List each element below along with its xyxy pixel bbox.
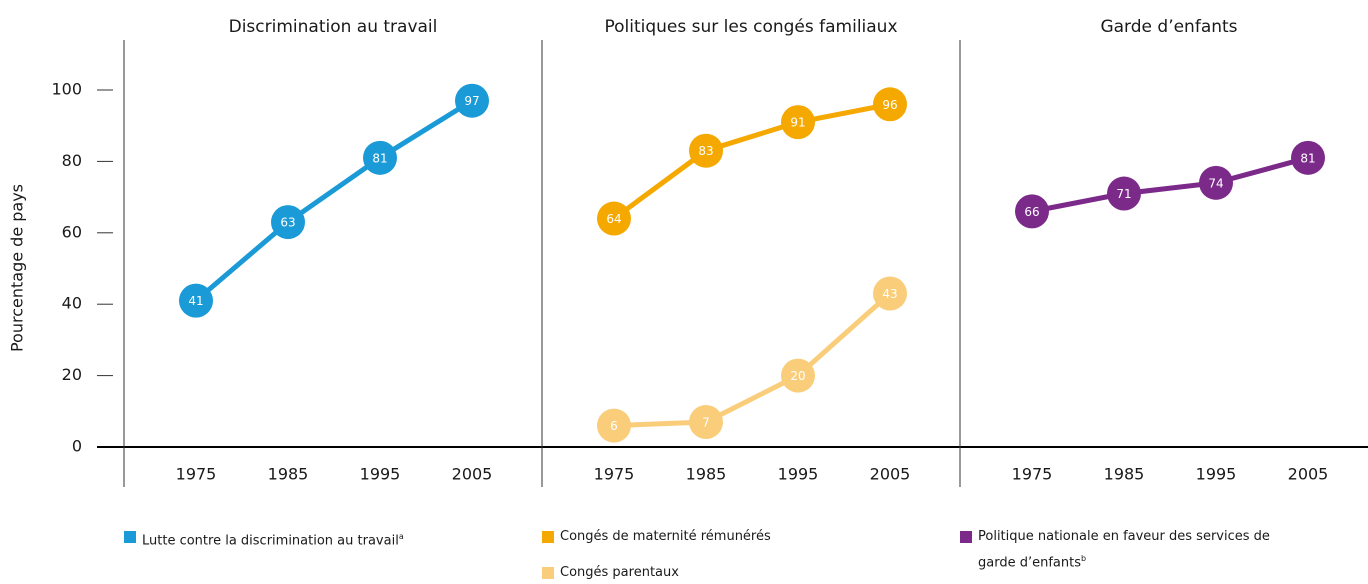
legend-text: Politique nationale en faveur des servic…: [978, 526, 1278, 574]
value-label: 6: [610, 419, 618, 433]
point: [597, 408, 631, 443]
value-label: 63: [280, 216, 295, 230]
x-tick-label: 1995: [778, 465, 819, 484]
legend-footnote: b: [1081, 554, 1087, 563]
x-tick-label: 2005: [452, 465, 493, 484]
value-label: 20: [790, 369, 805, 383]
panel-title: Politiques sur les congés familiaux: [604, 17, 897, 37]
y-axis-label: Pourcentage de pays: [8, 184, 27, 352]
x-tick-label: 1995: [1196, 465, 1237, 484]
value-label: 91: [790, 116, 805, 130]
legend: Politique nationale en faveur des servic…: [960, 526, 1278, 584]
point: [873, 276, 907, 311]
legend-swatch: [124, 531, 136, 543]
value-label: 66: [1024, 205, 1039, 219]
y-tick-label: 80: [62, 151, 82, 170]
x-tick-label: 2005: [870, 465, 911, 484]
point: [597, 201, 631, 236]
legend: Congés de maternité rémunérés Congés pare…: [542, 526, 771, 584]
legend-label: Congés parentaux: [560, 565, 679, 580]
legend-item: Lutte contre la discrimination au travai…: [124, 526, 404, 552]
point: [781, 358, 815, 393]
x-tick-label: 1975: [594, 465, 635, 484]
value-label: 43: [882, 287, 897, 301]
point: [1015, 194, 1049, 229]
value-label: 81: [1300, 151, 1315, 165]
value-label: 74: [1208, 176, 1223, 190]
value-label: 83: [698, 144, 713, 158]
point: [689, 133, 723, 168]
y-tick-label: 20: [62, 365, 82, 384]
x-tick-label: 1975: [176, 465, 217, 484]
point: [689, 405, 723, 440]
panel-title: Garde d’enfants: [1100, 17, 1237, 37]
legend-swatch: [542, 531, 554, 543]
value-label: 97: [464, 94, 479, 108]
point: [271, 205, 305, 240]
y-tick-label: 60: [62, 222, 82, 241]
point: [1291, 140, 1325, 175]
y-tick-label: 100: [51, 80, 82, 99]
series-line: [612, 101, 891, 221]
value-label: 96: [882, 98, 897, 112]
legend-swatch: [960, 531, 972, 543]
x-tick-label: 1985: [1104, 465, 1145, 484]
x-tick-label: 1985: [686, 465, 727, 484]
value-label: 71: [1116, 187, 1131, 201]
legend-item: Congés parentaux: [542, 562, 771, 584]
legend-label: Congés de maternité rémunérés: [560, 529, 771, 544]
legend-label: Lutte contre la discrimination au travai…: [142, 533, 399, 549]
x-tick-label: 1985: [268, 465, 309, 484]
series-line: [1031, 155, 1309, 214]
legend-swatch: [542, 567, 554, 579]
point: [873, 87, 907, 122]
point: [781, 105, 815, 140]
legend-footnote: a: [398, 532, 404, 541]
legend-item: Politique nationale en faveur des servic…: [960, 526, 1278, 574]
point: [179, 283, 213, 318]
legend-item: Congés de maternité rémunérés: [542, 526, 771, 548]
legend-text: Congés de maternité rémunérés: [560, 526, 771, 548]
value-label: 41: [188, 294, 203, 308]
point: [1107, 176, 1141, 211]
legend-text: Congés parentaux: [560, 562, 679, 584]
point: [1199, 165, 1233, 200]
x-tick-label: 1995: [360, 465, 401, 484]
chart: Pourcentage de pays 0 20 40 60 80 100 Discrimi…: [8, 17, 1368, 487]
y-tick-label: 40: [62, 294, 82, 313]
value-label: 7: [702, 416, 710, 430]
legend-label: Politique nationale en faveur des servic…: [978, 529, 1270, 571]
legend: Lutte contre la discrimination au travai…: [124, 526, 404, 566]
x-tick-label: 2005: [1288, 465, 1329, 484]
point: [363, 140, 397, 175]
series-line: [613, 291, 892, 429]
point: [455, 83, 489, 118]
value-label: 81: [372, 151, 387, 165]
legend-text: Lutte contre la discrimination au travai…: [142, 526, 404, 552]
series-line: [194, 98, 474, 303]
x-tick-label: 1975: [1012, 465, 1053, 484]
value-label: 64: [606, 212, 621, 226]
y-tick-label: 0: [72, 437, 82, 456]
panel-title: Discrimination au travail: [229, 17, 438, 37]
